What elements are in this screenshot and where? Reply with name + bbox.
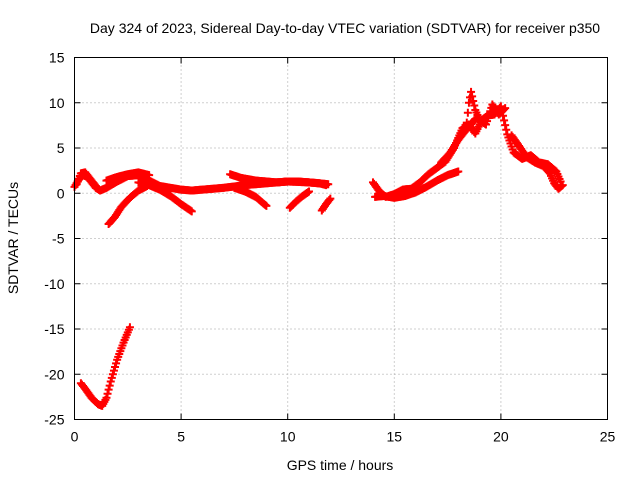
series-arc-j <box>76 323 134 410</box>
data-point <box>187 207 196 216</box>
x-tick-label: 25 <box>600 429 616 445</box>
series-arc-b <box>72 168 102 193</box>
data-point <box>500 105 509 114</box>
data-point <box>93 184 102 193</box>
y-tick-label: -10 <box>44 276 64 292</box>
x-tick-label: 15 <box>387 429 403 445</box>
data-point <box>469 96 478 105</box>
data-point <box>262 201 271 210</box>
y-tick-label: -5 <box>52 231 65 247</box>
data-point <box>322 181 331 190</box>
data-point <box>102 393 111 402</box>
data-point <box>467 87 476 96</box>
plot-frame <box>74 57 608 420</box>
data-point <box>454 167 463 176</box>
data-point <box>142 182 151 191</box>
y-tick-label: 5 <box>57 140 65 156</box>
series-arc-o <box>437 115 480 167</box>
data-point <box>558 181 567 190</box>
series-arc-c <box>102 168 154 185</box>
y-tick-label: 10 <box>49 95 65 111</box>
series-arc-f <box>230 183 271 210</box>
data-point <box>470 101 479 110</box>
data-point <box>500 116 509 125</box>
x-axis-label: GPS time / hours <box>287 457 394 473</box>
data-point <box>501 121 510 130</box>
data-point <box>145 171 154 180</box>
series-arc-m <box>462 87 510 129</box>
x-tick-label: 0 <box>71 429 79 445</box>
data-point <box>470 116 479 125</box>
data-point <box>105 381 114 390</box>
series-arc-i <box>104 182 151 229</box>
data-point <box>463 108 472 117</box>
series-arc-h <box>317 194 335 215</box>
data-point <box>471 115 480 124</box>
data-point <box>103 389 112 398</box>
series-arc-n <box>507 131 567 193</box>
data-point <box>325 196 334 205</box>
x-tick-label: 5 <box>177 429 185 445</box>
x-tick-label: 10 <box>280 429 296 445</box>
data-point <box>92 183 101 192</box>
data-point <box>501 104 510 113</box>
y-axis-label: SDTVAR / TECUs <box>5 182 21 294</box>
data-point <box>305 187 314 196</box>
data-point <box>104 385 113 394</box>
data-point <box>464 98 473 107</box>
data-point <box>468 92 477 101</box>
data-point <box>502 125 511 134</box>
series-arc-d <box>226 170 331 190</box>
y-tick-label: -20 <box>44 366 64 382</box>
y-tick-label: 15 <box>49 50 65 66</box>
data-point <box>125 323 134 332</box>
data-point <box>326 194 335 203</box>
y-tick-label: -15 <box>44 321 64 337</box>
data-points <box>70 87 567 410</box>
x-tick-label: 20 <box>493 429 509 445</box>
chart-title: Day 324 of 2023, Sidereal Day-to-day VTE… <box>90 20 600 36</box>
y-tick-label: -25 <box>44 412 64 428</box>
series-arc-g <box>285 187 314 212</box>
tick-labels: 0 5 10 15 20 25 -25 -20 -15 -10 -5 0 5 10 15 <box>44 50 615 445</box>
series-arc-l <box>371 167 463 202</box>
y-tick-label: 0 <box>57 185 65 201</box>
